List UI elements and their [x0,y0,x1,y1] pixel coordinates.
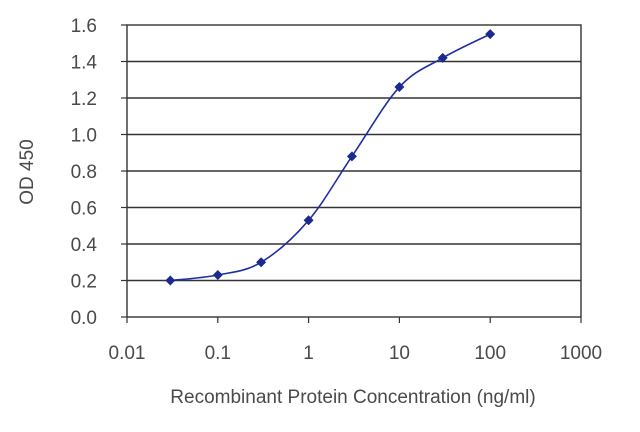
y-tick-label: 0.0 [71,308,97,329]
data-point [485,29,496,40]
data-point [437,52,448,63]
grid-lines [127,60,581,282]
data-point [165,275,176,286]
y-tick-label: 0.4 [71,235,98,256]
x-tick-label: 0.1 [205,343,231,364]
x-tick-label: 10 [389,343,410,364]
series-curve [170,33,491,282]
data-point [256,257,267,268]
y-axis-title: OD 450 [17,139,38,204]
y-tick-label: 1.2 [71,89,97,110]
data-point [394,82,405,93]
data-point [346,151,357,162]
x-tick-label: 100 [474,343,506,364]
x-tick-label: 1 [303,343,314,364]
data-point [212,270,223,281]
y-axis-ticks: 0.0 0.2 0.4 0.6 0.8 1.0 1.2 1.4 1.6 [71,16,127,329]
y-tick-label: 0.6 [71,199,97,220]
x-axis-title: Recombinant Protein Concentration (ng/ml… [170,387,535,408]
y-tick-label: 1.4 [71,53,98,74]
data-markers [165,29,496,286]
x-axis-ticks: 0.01 0.1 1 10 100 1000 [109,317,602,364]
x-tick-label: 1000 [560,343,602,364]
x-tick-label: 0.01 [109,343,146,364]
y-tick-label: 0.8 [71,162,97,183]
y-tick-label: 1.6 [71,16,97,37]
y-tick-label: 1.0 [71,126,97,147]
data-point [303,215,314,226]
y-tick-label: 0.2 [71,272,97,293]
